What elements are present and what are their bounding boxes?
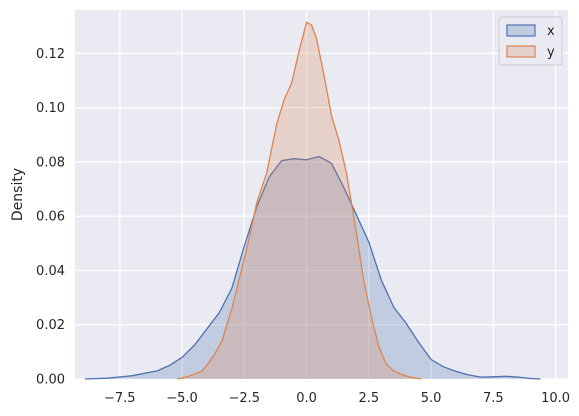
y-tick-label: 0.08 bbox=[36, 155, 65, 170]
legend-swatch-y bbox=[506, 45, 536, 58]
x-tick-label: 2.5 bbox=[358, 391, 379, 406]
legend-frame bbox=[498, 16, 563, 66]
legend-label-x: x bbox=[547, 24, 555, 39]
y-gridlines bbox=[75, 52, 568, 380]
y-tick-label: 0.06 bbox=[36, 210, 65, 225]
y-tick-labels: 0.00 0.02 0.04 0.06 0.08 0.10 0.12 bbox=[36, 47, 65, 388]
y-tick-label: 0.10 bbox=[36, 101, 65, 116]
x-gridlines bbox=[119, 10, 557, 379]
y-tick-label: 0.04 bbox=[36, 264, 65, 279]
legend-label-y: y bbox=[547, 45, 555, 60]
x-tick-label: 10.0 bbox=[541, 391, 570, 406]
series-layer bbox=[84, 21, 541, 380]
series-y-line bbox=[176, 21, 422, 380]
x-tick-label: 7.5 bbox=[483, 391, 504, 406]
x-tick-label: −7.5 bbox=[104, 391, 136, 406]
y-tick-label: 0.02 bbox=[36, 318, 65, 333]
series-y-area bbox=[177, 22, 422, 379]
y-axis-title: Density bbox=[10, 168, 26, 221]
plot-background bbox=[75, 10, 568, 379]
series-x-area bbox=[85, 156, 541, 379]
x-tick-label: 5.0 bbox=[421, 391, 442, 406]
y-tick-label: 0.00 bbox=[36, 373, 65, 388]
x-tick-label: −5.0 bbox=[166, 391, 198, 406]
y-tick-label: 0.12 bbox=[36, 47, 65, 62]
x-tick-label: 0.0 bbox=[296, 391, 317, 406]
legend: xy bbox=[498, 16, 563, 66]
x-tick-labels: −7.5 −5.0 −2.5 0.0 2.5 5.0 7.5 10.0 bbox=[104, 391, 570, 406]
x-tick-label: −2.5 bbox=[229, 391, 261, 406]
series-x-line bbox=[84, 155, 541, 380]
legend-swatch-x bbox=[506, 24, 536, 37]
